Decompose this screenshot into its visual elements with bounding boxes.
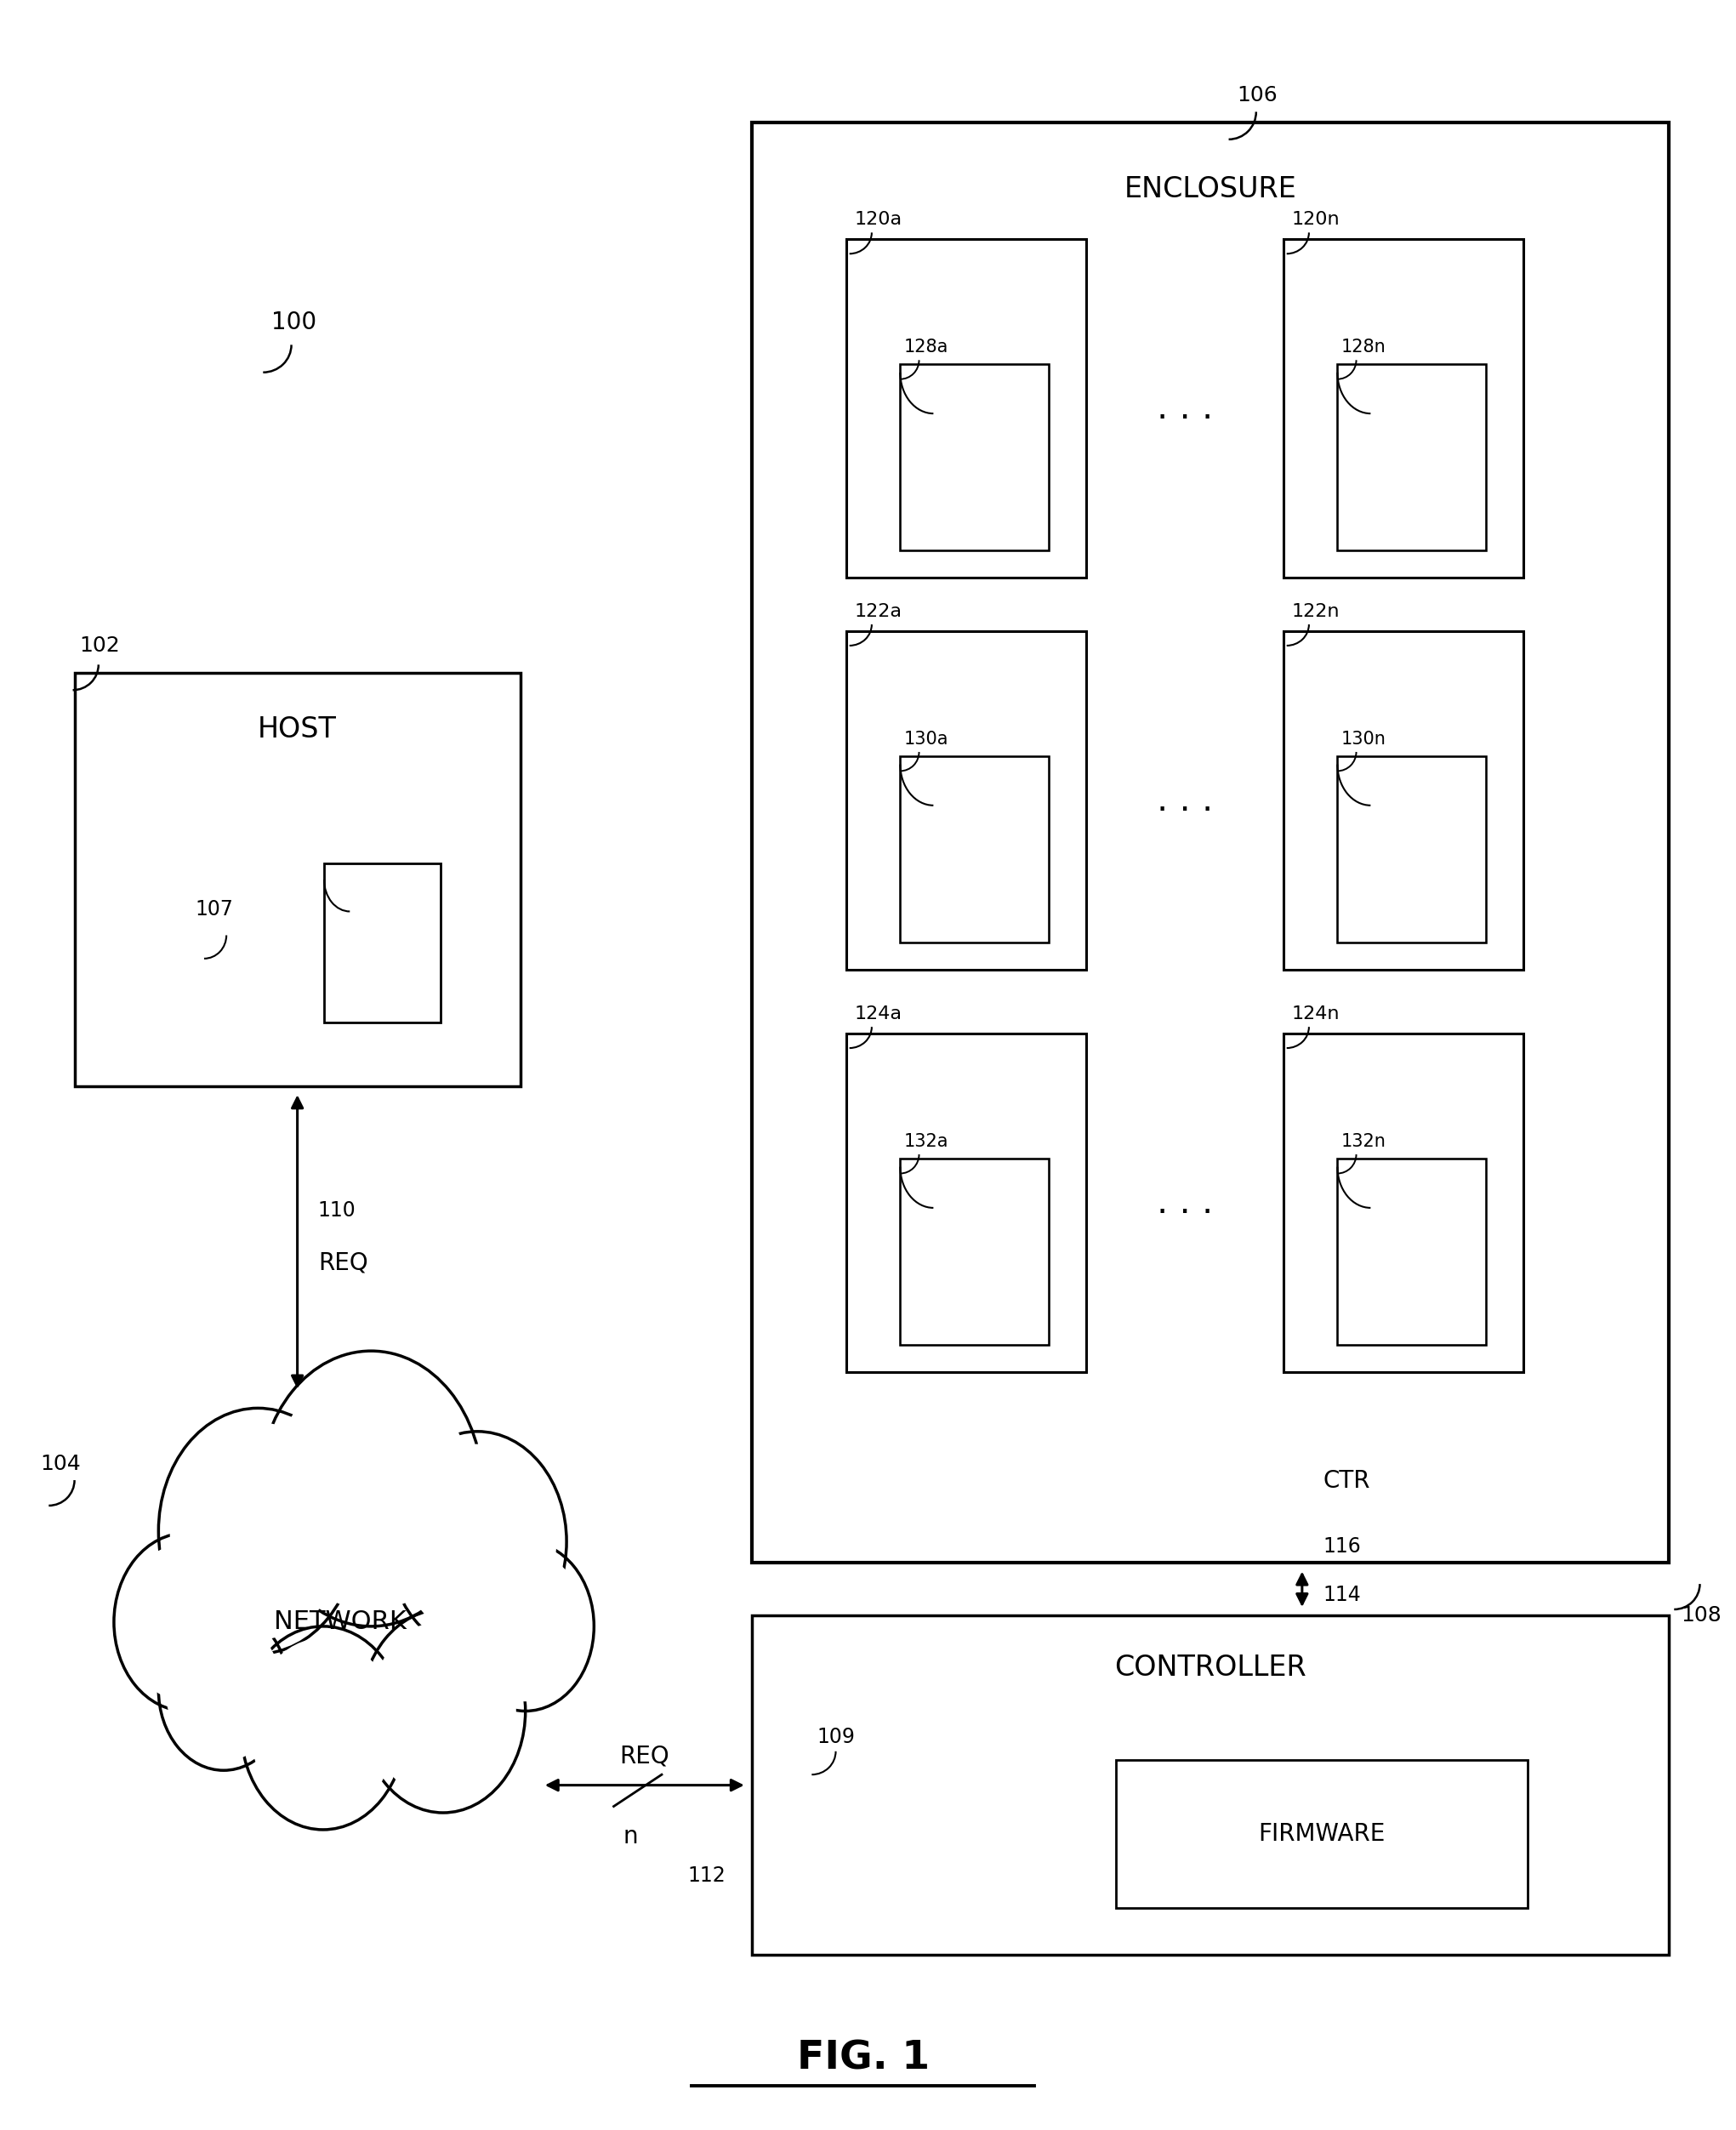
Text: 104: 104: [40, 1453, 82, 1474]
Circle shape: [123, 1544, 250, 1700]
Text: . . .: . . .: [1156, 782, 1213, 818]
Circle shape: [465, 1553, 585, 1702]
Text: 124a: 124a: [854, 1005, 903, 1022]
Bar: [901, 1159, 1049, 1344]
Text: 130n: 130n: [1340, 731, 1385, 748]
Bar: [1283, 630, 1522, 969]
Circle shape: [115, 1534, 259, 1710]
Text: FIRMWARE: FIRMWARE: [1259, 1821, 1385, 1847]
Text: n: n: [623, 1825, 639, 1849]
Text: . . .: . . .: [1156, 390, 1213, 426]
Circle shape: [361, 1610, 526, 1813]
Text: 122n: 122n: [1292, 603, 1340, 620]
Bar: [325, 865, 441, 1022]
Bar: [1337, 1159, 1486, 1344]
Circle shape: [158, 1408, 358, 1653]
Text: 132n: 132n: [1340, 1133, 1385, 1150]
Text: ENCLOSURE: ENCLOSURE: [1125, 175, 1297, 204]
Text: 116: 116: [1323, 1536, 1361, 1557]
Text: FIG. 1: FIG. 1: [797, 2038, 929, 2077]
Text: 130a: 130a: [904, 731, 948, 748]
Text: 106: 106: [1238, 85, 1278, 106]
Text: 120a: 120a: [854, 211, 903, 228]
Bar: [901, 756, 1049, 944]
Bar: [901, 364, 1049, 552]
Bar: [845, 239, 1087, 577]
Text: 100: 100: [271, 311, 318, 334]
Circle shape: [457, 1542, 594, 1710]
Text: 120n: 120n: [1292, 211, 1340, 228]
Bar: [1337, 756, 1486, 944]
Bar: [1283, 239, 1522, 577]
Circle shape: [241, 1627, 406, 1830]
Text: CONTROLLER: CONTROLLER: [1115, 1653, 1307, 1683]
Text: 109: 109: [818, 1727, 856, 1747]
Text: 110: 110: [318, 1199, 356, 1220]
Text: HOST: HOST: [259, 716, 337, 743]
Text: NETWORK: NETWORK: [274, 1610, 406, 1634]
Bar: [845, 1033, 1087, 1372]
Bar: [1116, 1759, 1528, 1908]
Text: REQ: REQ: [620, 1744, 670, 1768]
Text: 128a: 128a: [904, 339, 948, 356]
Circle shape: [260, 1350, 483, 1627]
Text: REQ: REQ: [318, 1250, 368, 1276]
Circle shape: [158, 1610, 288, 1770]
Circle shape: [399, 1444, 556, 1638]
Text: 107: 107: [196, 899, 234, 920]
Circle shape: [372, 1621, 516, 1800]
Circle shape: [250, 1638, 396, 1817]
Text: . . .: . . .: [1156, 1184, 1213, 1220]
Bar: [845, 630, 1087, 969]
Circle shape: [170, 1423, 345, 1640]
Bar: [1337, 364, 1486, 552]
Bar: [75, 673, 521, 1086]
Text: 124n: 124n: [1292, 1005, 1340, 1022]
Bar: [1283, 1033, 1522, 1372]
Circle shape: [273, 1367, 469, 1610]
Text: 108: 108: [1680, 1606, 1722, 1625]
Circle shape: [167, 1619, 281, 1762]
Bar: [752, 121, 1668, 1563]
Bar: [752, 1617, 1668, 1955]
Text: CTR: CTR: [1323, 1470, 1370, 1493]
Text: 102: 102: [80, 635, 120, 656]
Text: 122a: 122a: [854, 603, 903, 620]
Text: 128n: 128n: [1340, 339, 1385, 356]
Text: 132a: 132a: [904, 1133, 948, 1150]
Text: 114: 114: [1323, 1585, 1361, 1606]
Circle shape: [389, 1431, 566, 1651]
Text: 112: 112: [687, 1866, 726, 1885]
